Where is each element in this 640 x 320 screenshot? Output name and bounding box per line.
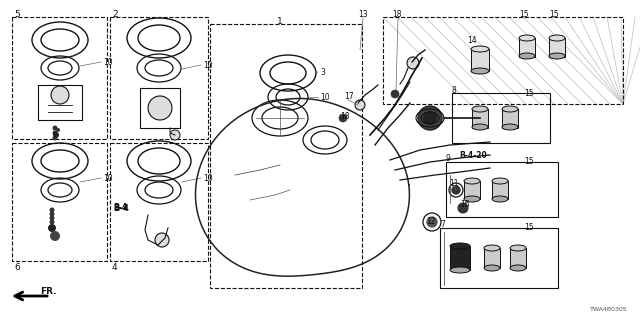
Circle shape [53, 132, 59, 138]
Ellipse shape [519, 35, 535, 41]
Text: 10: 10 [320, 92, 330, 101]
Circle shape [52, 125, 58, 131]
Text: 15: 15 [524, 156, 534, 165]
Ellipse shape [450, 243, 470, 249]
Text: 7: 7 [440, 220, 445, 228]
Bar [110, 17, 208, 139]
Bar [510, 248, 526, 268]
Bar [440, 228, 558, 288]
Ellipse shape [502, 106, 518, 112]
Circle shape [339, 114, 347, 122]
Ellipse shape [472, 106, 488, 112]
Text: 15: 15 [524, 89, 534, 98]
Circle shape [56, 128, 60, 132]
Circle shape [148, 96, 172, 120]
Circle shape [423, 213, 441, 231]
Circle shape [50, 231, 60, 241]
Circle shape [48, 224, 56, 232]
Text: 9: 9 [446, 154, 451, 163]
Circle shape [49, 207, 54, 212]
Text: B-4-20: B-4-20 [459, 150, 487, 159]
Bar [484, 248, 500, 268]
Circle shape [52, 131, 58, 135]
Ellipse shape [492, 196, 508, 202]
Text: 14: 14 [467, 36, 477, 44]
Text: 13: 13 [358, 10, 367, 19]
Circle shape [407, 57, 419, 69]
Circle shape [458, 203, 468, 213]
Text: 4: 4 [112, 263, 118, 272]
Bar [110, 143, 208, 261]
Bar [472, 109, 488, 128]
Text: 2: 2 [112, 10, 118, 19]
Bar [471, 49, 489, 71]
Text: 15: 15 [549, 10, 559, 19]
Ellipse shape [484, 265, 500, 271]
Text: TWA4B0305: TWA4B0305 [590, 307, 628, 312]
Text: 15: 15 [519, 10, 529, 19]
Circle shape [155, 233, 169, 247]
Text: 17: 17 [344, 92, 354, 100]
Ellipse shape [472, 124, 488, 130]
Bar [464, 181, 480, 199]
Text: B-4: B-4 [113, 203, 127, 212]
Ellipse shape [471, 46, 489, 52]
Circle shape [49, 212, 54, 217]
Text: 1: 1 [277, 17, 283, 26]
Ellipse shape [464, 196, 480, 202]
Bar [446, 162, 558, 217]
Ellipse shape [471, 68, 489, 74]
Bar [452, 93, 550, 143]
Circle shape [170, 130, 180, 140]
Text: 10: 10 [103, 173, 113, 182]
Text: 11: 11 [449, 179, 458, 188]
Circle shape [449, 183, 463, 197]
Ellipse shape [549, 35, 565, 41]
Bar [492, 181, 508, 199]
Text: 15: 15 [524, 222, 534, 231]
Circle shape [418, 106, 442, 130]
Circle shape [52, 135, 58, 140]
Circle shape [423, 111, 437, 125]
Bar [12, 143, 107, 261]
Circle shape [355, 100, 365, 110]
Circle shape [452, 186, 460, 194]
Text: 10: 10 [203, 173, 212, 182]
Bar [519, 38, 535, 57]
Text: 16: 16 [460, 199, 470, 209]
Bar [549, 38, 565, 57]
Ellipse shape [510, 245, 526, 251]
Ellipse shape [492, 178, 508, 184]
Circle shape [53, 126, 57, 130]
Text: 6: 6 [14, 263, 20, 272]
Text: 10: 10 [103, 58, 113, 67]
Bar [12, 17, 107, 139]
Bar [450, 246, 470, 270]
Ellipse shape [502, 124, 518, 130]
Ellipse shape [484, 245, 500, 251]
Text: 18: 18 [340, 111, 349, 121]
Circle shape [49, 215, 54, 220]
Text: FR.: FR. [40, 286, 56, 295]
Text: B-4: B-4 [113, 204, 129, 212]
Text: 5: 5 [14, 10, 20, 19]
Circle shape [391, 90, 399, 98]
Ellipse shape [450, 267, 470, 273]
Ellipse shape [519, 53, 535, 59]
Bar [383, 17, 623, 104]
Text: 12: 12 [426, 217, 435, 226]
Ellipse shape [549, 53, 565, 59]
Text: 10: 10 [203, 60, 212, 69]
Ellipse shape [464, 178, 480, 184]
Text: 3: 3 [320, 68, 325, 76]
Circle shape [427, 217, 437, 227]
Circle shape [51, 86, 69, 104]
Bar [210, 24, 362, 288]
Ellipse shape [510, 265, 526, 271]
Text: 8: 8 [452, 85, 457, 94]
Text: 18: 18 [392, 10, 401, 19]
Circle shape [49, 220, 54, 225]
Bar [502, 109, 518, 128]
